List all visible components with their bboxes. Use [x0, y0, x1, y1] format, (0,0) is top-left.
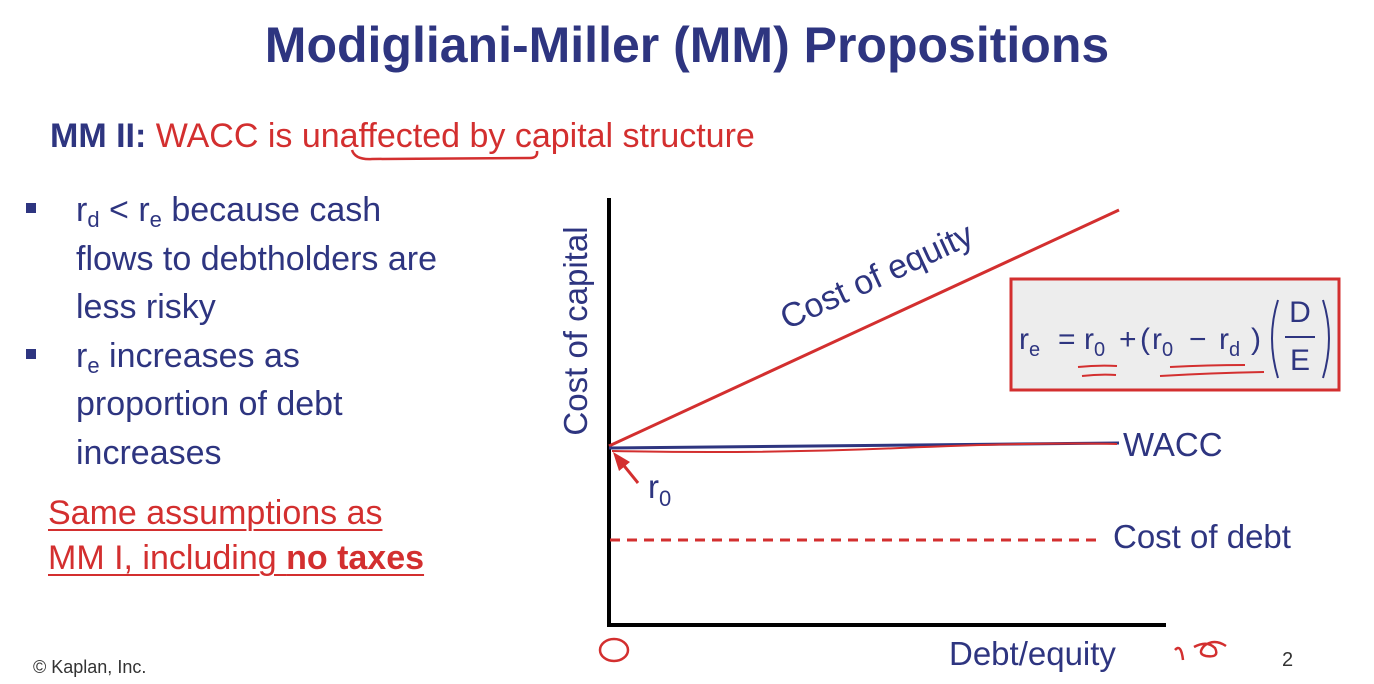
formula-numerator: D [1289, 296, 1311, 329]
bullet-1-line-2: flows to debtholders are [76, 239, 437, 278]
subtitle-text: WACC is unaffected by capital structure [156, 117, 755, 155]
bullet-1-line-1: rd < re because cash [76, 191, 382, 232]
bullet-2-line-1: re increases as [76, 336, 300, 378]
formula-r0-inner: r0 [1152, 323, 1173, 361]
page-number: 2 [1282, 649, 1294, 671]
bullet-marker [26, 348, 36, 359]
formula-equals: = [1058, 323, 1076, 356]
bullet-marker [26, 203, 36, 213]
formula-rd: rd [1219, 323, 1240, 361]
r0-arrow-head [613, 452, 630, 471]
handwritten-underline-unaffected [350, 149, 539, 161]
bullet-2-line-3: increases [76, 433, 222, 472]
subtitle-emphasis: unaffected [301, 117, 461, 155]
formula-big-paren-right [1322, 299, 1330, 379]
formula-big-paren-left [1271, 299, 1279, 379]
wacc-handwritten-trace [611, 442, 1118, 453]
subtitle-text-after: by capital structure [460, 117, 755, 155]
note-line-1: Same assumptions as [48, 494, 383, 532]
formula-denominator: E [1290, 344, 1310, 377]
bullet-item-1: rd < re because cash flows to debtholder… [26, 186, 526, 332]
handwritten-scribble-mark [1174, 640, 1227, 661]
bullet-list: rd < re because cash flows to debtholder… [26, 186, 526, 477]
assumptions-note: Same assumptions as MM I, including no t… [48, 491, 424, 581]
cost-of-debt-label: Cost of debt [1113, 518, 1291, 555]
note-no-taxes: no taxes [286, 539, 425, 577]
formula-box [1009, 277, 1341, 392]
x-axis-label: Debt/equity [949, 635, 1116, 672]
slide-subtitle: MM II: WACC is unaffected by capital str… [50, 117, 755, 156]
handwritten-zero-mark [598, 637, 630, 663]
bullet-1-line-3: less risky [76, 288, 216, 326]
mm2-formula: re = r0 + ( r0 − rd ) D E [1019, 296, 1330, 379]
bullet-item-2: re increases as proportion of debt incre… [26, 332, 526, 478]
note-line-2: MM I, including no taxes [48, 539, 425, 577]
slide-title: Modigliani-Miller (MM) Propositions [264, 17, 1110, 73]
copyright: © Kaplan, Inc. [33, 657, 147, 677]
r0-label: r0 [648, 468, 671, 511]
subtitle-prefix: MM II: [50, 117, 147, 155]
y-axis-label: Cost of capital [557, 226, 594, 435]
cost-of-equity-line [608, 208, 1120, 448]
wacc-label: WACC [1123, 426, 1223, 463]
handwritten-underline-r0 [1077, 364, 1118, 377]
formula-minus: − [1189, 323, 1207, 356]
bullet-2-line-2: proportion of debt [76, 385, 343, 423]
handwritten-underline-r0-rd [1159, 364, 1265, 377]
cost-of-equity-label: Cost of equity [774, 216, 979, 338]
formula-plus: + [1119, 323, 1137, 356]
subtitle-text-before: WACC is [155, 117, 302, 155]
formula-lhs: re [1019, 323, 1040, 361]
formula-r0: r0 [1084, 323, 1105, 361]
formula-close-paren: ) [1251, 323, 1261, 356]
formula-open-paren: ( [1140, 323, 1150, 356]
